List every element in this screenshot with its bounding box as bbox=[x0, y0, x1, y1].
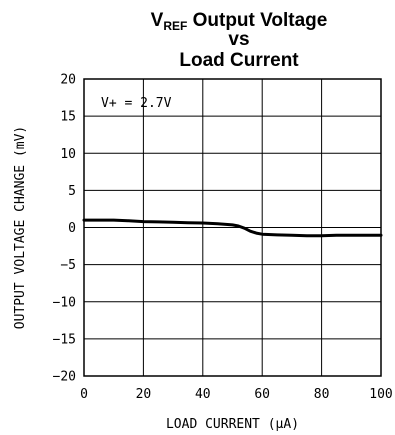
y-tick-label: −20 bbox=[53, 370, 76, 385]
y-tick-label: 0 bbox=[68, 221, 76, 236]
x-tick-label: 80 bbox=[314, 387, 330, 402]
title-rest: Output Voltage bbox=[187, 10, 327, 31]
x-tick-label: 40 bbox=[195, 387, 211, 402]
series-layer bbox=[82, 218, 383, 238]
y-tick-label: 20 bbox=[60, 73, 76, 88]
x-tick-label: 0 bbox=[80, 387, 88, 402]
chart-title-line1: VREF Output Voltage bbox=[151, 10, 328, 33]
annotation-label: V+ = 2.7V bbox=[101, 96, 172, 111]
x-tick-label: 100 bbox=[369, 387, 392, 402]
plot-frame bbox=[83, 78, 382, 377]
tick-labels: 0 20 40 60 80 100 20 15 10 5 0 −5 −10 −15 −20 bbox=[53, 73, 393, 403]
y-tick-label: 10 bbox=[60, 147, 76, 162]
title-subscript: REF bbox=[163, 19, 187, 33]
x-tick-label: 20 bbox=[136, 387, 152, 402]
grid-lines bbox=[83, 78, 382, 377]
y-axis-label: OUTPUT VOLTAGE CHANGE (mV) bbox=[13, 126, 28, 330]
title-v: V bbox=[151, 10, 164, 31]
y-tick-label: −10 bbox=[53, 295, 76, 310]
y-tick-label: 5 bbox=[68, 184, 76, 199]
chart-title-line3: Load Current bbox=[179, 50, 299, 71]
x-tick-label: 60 bbox=[254, 387, 270, 402]
y-tick-label: 15 bbox=[60, 110, 76, 125]
y-tick-label: −15 bbox=[53, 332, 76, 347]
series-line bbox=[82, 218, 383, 238]
chart-title-line2: vs bbox=[228, 29, 249, 50]
x-axis-label: LOAD CURRENT (μA) bbox=[166, 417, 299, 432]
y-tick-label: −5 bbox=[60, 258, 76, 273]
